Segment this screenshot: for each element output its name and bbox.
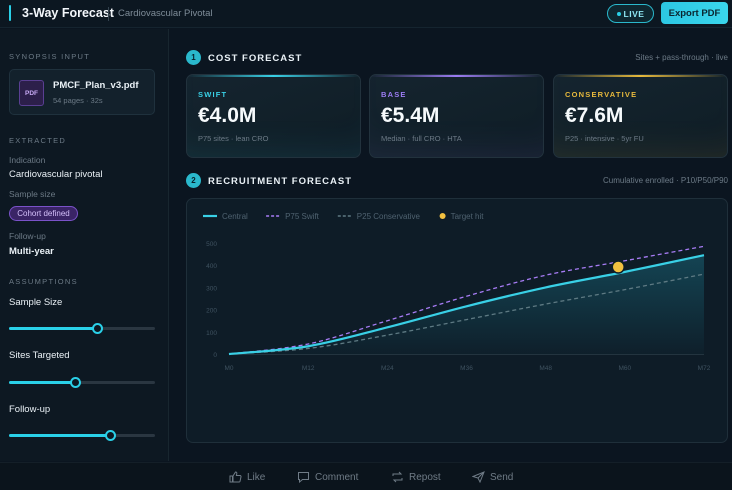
cost-card-swift[interactable]: SWIFT €4.0M P75 sites · lean CRO xyxy=(186,74,361,158)
cost-forecast-title: COST FORECAST xyxy=(208,53,303,64)
followup-value: Multi-year xyxy=(9,246,54,257)
y-tick-label: 300 xyxy=(206,285,217,292)
title-divider xyxy=(108,7,109,21)
live-label: LIVE xyxy=(623,8,645,19)
cohort-defined-badge: Cohort defined xyxy=(9,206,78,221)
legend-label: Target hit xyxy=(451,212,485,221)
top-bar: 3-Way Forecast Cardiovascular Pivotal LI… xyxy=(0,0,732,28)
sample-size-label: Sample size xyxy=(9,189,56,199)
card-value: €5.4M xyxy=(381,104,440,127)
send-label: Send xyxy=(490,471,514,483)
repost-icon xyxy=(392,471,403,483)
repost-label: Repost xyxy=(409,471,441,483)
step-badge-cost: 1 xyxy=(186,50,201,65)
file-meta: 54 pages · 32s xyxy=(53,96,103,105)
card-subtitle: P75 sites · lean CRO xyxy=(198,134,269,143)
extracted-label: EXTRACTED xyxy=(9,136,67,145)
cost-card-base[interactable]: BASE €5.4M Median · full CRO · HTA xyxy=(369,74,544,158)
legend-label: P75 Swift xyxy=(285,212,320,221)
y-tick-label: 100 xyxy=(206,330,217,337)
x-tick-label: M36 xyxy=(460,365,473,372)
followup-label: Follow-up xyxy=(9,231,46,241)
live-toggle[interactable]: LIVE xyxy=(607,4,654,23)
card-subtitle: Median · full CRO · HTA xyxy=(381,134,462,143)
synopsis-file-card[interactable]: PDF PMCF_Plan_v3.pdf 54 pages · 32s xyxy=(9,69,155,115)
card-tag: CONSERVATIVE xyxy=(565,90,638,99)
like-label: Like xyxy=(247,471,266,483)
export-pdf-button[interactable]: Export PDF xyxy=(661,2,728,24)
app-title: 3-Way Forecast xyxy=(22,6,114,20)
series-line-central xyxy=(228,254,705,356)
x-tick-label: M72 xyxy=(698,365,711,372)
y-tick-label: 400 xyxy=(206,263,217,270)
like-button[interactable]: Like xyxy=(229,471,265,483)
app-subtitle: Cardiovascular Pivotal xyxy=(118,8,213,19)
sites-targeted-slider[interactable] xyxy=(9,377,155,388)
x-tick-label: M0 xyxy=(224,365,233,372)
indication-value: Cardiovascular pivotal xyxy=(9,169,103,180)
live-dot-icon xyxy=(616,11,621,16)
comment-button[interactable]: Comment xyxy=(297,471,358,483)
cost-card-conservative[interactable]: CONSERVATIVE €7.6M P25 · intensive · 5yr… xyxy=(553,74,728,158)
repost-button[interactable]: Repost xyxy=(391,471,441,483)
series-line-p25-conservative xyxy=(228,273,705,355)
card-value: €7.6M xyxy=(565,104,624,127)
card-accent-line xyxy=(554,75,727,77)
legend-label: Central xyxy=(222,212,248,221)
y-tick-label: 0 xyxy=(213,352,217,359)
series-line-p75-swift xyxy=(228,245,705,355)
followup-slider[interactable] xyxy=(9,430,155,441)
card-accent-line xyxy=(370,75,543,77)
card-subtitle: P25 · intensive · 5yr FU xyxy=(565,134,644,143)
comment-icon xyxy=(298,472,309,483)
slider-thumb[interactable] xyxy=(69,377,81,388)
legend-target-dot xyxy=(439,213,446,219)
step-badge-recruitment: 2 xyxy=(186,173,201,188)
sites-targeted-slider-label: Sites Targeted xyxy=(9,350,70,361)
slider-fill xyxy=(9,381,75,384)
slider-fill xyxy=(9,434,110,437)
y-tick-label: 500 xyxy=(206,241,217,248)
file-name: PMCF_Plan_v3.pdf xyxy=(53,80,139,91)
slider-fill xyxy=(9,327,97,330)
send-button[interactable]: Send xyxy=(472,471,513,483)
x-tick-label: M24 xyxy=(381,365,394,372)
y-tick-label: 200 xyxy=(206,308,217,315)
pdf-file-icon: PDF xyxy=(19,80,44,106)
card-accent-line xyxy=(187,75,360,77)
synopsis-input-label: SYNOPSIS INPUT xyxy=(9,52,91,61)
sample-size-slider-label: Sample Size xyxy=(9,297,63,308)
indication-label: Indication xyxy=(9,155,46,165)
main-panel: 1 COST FORECAST Sites + pass-through · l… xyxy=(170,29,732,461)
sample-size-slider[interactable] xyxy=(9,323,155,334)
legend-label: P25 Conservative xyxy=(357,212,421,221)
recruitment-chart-panel: 0 100 200 300 400 500 M0 M12 M24 M36 M48 M60 M72 Cent… xyxy=(186,198,728,443)
target-hit-marker xyxy=(611,260,625,274)
card-value: €4.0M xyxy=(198,104,257,127)
followup-slider-label: Follow-up xyxy=(9,404,51,415)
recruitment-forecast-title: RECRUITMENT FORECAST xyxy=(208,176,353,187)
assumptions-label: ASSUMPTIONS xyxy=(9,277,78,286)
sidebar: SYNOPSIS INPUT PDF PMCF_Plan_v3.pdf 54 p… xyxy=(0,29,169,461)
cost-forecast-note: Sites + pass-through · live xyxy=(635,53,728,62)
title-accent-bar xyxy=(9,5,11,21)
comment-label: Comment xyxy=(315,471,359,483)
recruitment-chart: 0 100 200 300 400 500 M0 M12 M24 M36 M48 M60 M72 Cent… xyxy=(203,212,711,372)
x-tick-label: M48 xyxy=(539,365,552,372)
slider-thumb[interactable] xyxy=(91,323,103,334)
send-icon xyxy=(472,471,485,483)
thumbs-up-icon xyxy=(229,471,242,483)
card-tag: BASE xyxy=(381,90,407,99)
card-tag: SWIFT xyxy=(198,90,228,99)
slider-thumb[interactable] xyxy=(104,430,116,441)
x-tick-label: M12 xyxy=(302,365,315,372)
x-tick-label: M60 xyxy=(619,365,632,372)
recruitment-forecast-note: Cumulative enrolled · P10/P50/P90 xyxy=(603,176,728,185)
social-action-bar: Like Comment Repost Send xyxy=(0,462,732,490)
